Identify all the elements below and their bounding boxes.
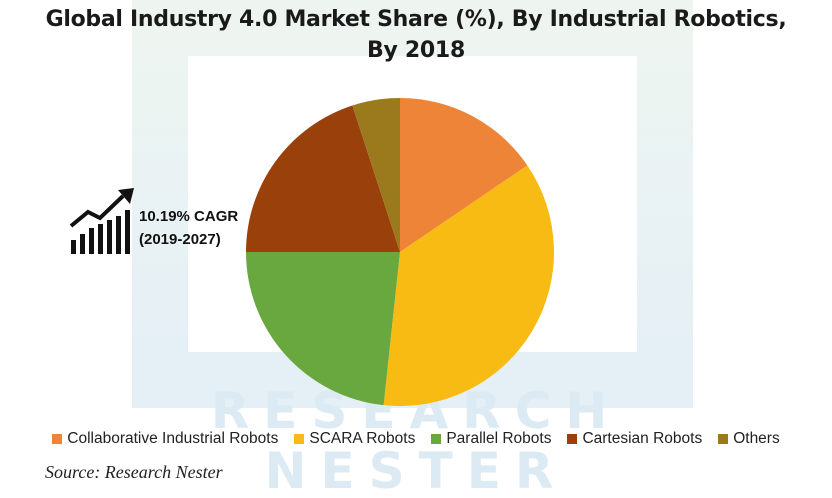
pie-slice-scara-robots [383,165,554,406]
legend-label: SCARA Robots [309,430,416,447]
legend-label: Others [733,430,780,447]
legend-label: Collaborative Industrial Robots [67,430,279,447]
legend-item: Collaborative Industrial Robots [52,430,278,448]
chart-title: Global Industry 4.0 Market Share (%), By… [0,4,832,66]
legend-item: SCARA Robots [294,430,415,448]
cagr-value: 10.19% CAGR [139,208,239,225]
pie-slice-collaborative-industrial-robots [400,98,528,252]
legend: Collaborative Industrial Robots SCARA Rob… [0,430,832,448]
pie-slice-cartesian-robots [246,105,400,252]
pie-slices [246,98,554,406]
pie-slice-others [352,98,400,252]
cagr-period: (2019-2027) [139,231,221,248]
legend-swatch [718,434,729,444]
legend-label: Cartesian Robots [582,430,703,447]
chart-title-line1: Global Industry 4.0 Market Share (%), By… [45,7,787,32]
legend-label: Parallel Robots [446,430,552,447]
legend-swatch [567,434,578,444]
legend-item: Others [718,430,780,448]
legend-swatch [431,434,442,444]
source-note: Source: Research Nester [45,462,223,482]
pie-slice-parallel-robots [246,252,400,406]
watermark-text-nester: NESTER [265,442,568,498]
legend-swatch [294,434,305,444]
chart-title-line2: By 2018 [367,38,465,63]
growth-chart-icon [69,188,134,254]
legend-item: Parallel Robots [431,430,551,448]
legend-item: Cartesian Robots [567,430,702,448]
cagr-annotation: 10.19% CAGR (2019-2027) [139,205,238,251]
legend-swatch [52,434,63,444]
